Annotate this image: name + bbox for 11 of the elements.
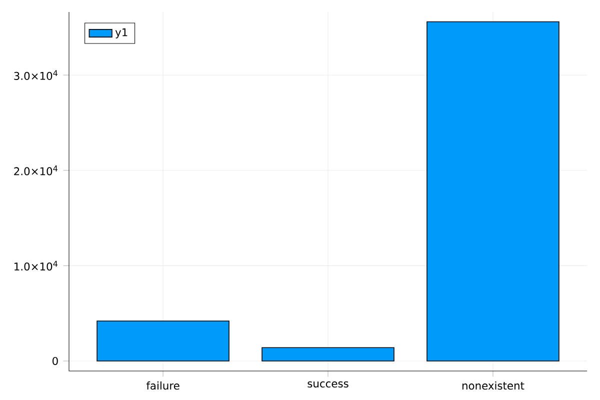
y-tick-label: 0 — [52, 356, 58, 366]
y-tick-label: 2.0×10$^{4}$ — [14, 166, 58, 176]
y-tick-label: 3.0×10$^{4}$ — [14, 70, 58, 80]
x-tick-label: nonexistent — [462, 381, 524, 390]
bar — [262, 347, 394, 362]
bar — [426, 21, 560, 362]
y-tick-label: 1.0×10$^{4}$ — [14, 260, 58, 271]
bar — [96, 320, 230, 362]
legend-label: y1 — [115, 28, 128, 38]
x-tick-label: failure — [146, 381, 180, 390]
x-tick-label: success — [308, 381, 348, 388]
